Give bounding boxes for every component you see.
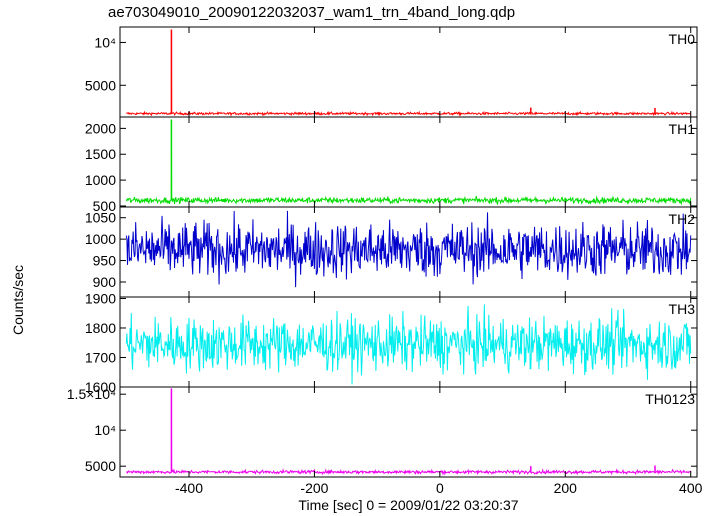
ytick-label-th2-2: 1000	[85, 231, 116, 247]
xtick-label-4: 400	[679, 480, 703, 496]
chart-title: ae703049010_20090122032037_wam1_trn_4ban…	[108, 4, 516, 21]
series-line-th2	[125, 210, 692, 288]
ytick-label-th2-3: 1050	[85, 210, 116, 226]
ytick-label-th3-2: 1800	[85, 320, 116, 336]
ytick-label-th2-1: 950	[93, 253, 117, 269]
panel-label-th1: TH1	[669, 121, 696, 137]
ytick-label-th2-0: 900	[93, 274, 117, 290]
ytick-label-th3-1: 1700	[85, 349, 116, 365]
xtick-label-0: -400	[175, 480, 203, 496]
panel-label-th3: TH3	[669, 301, 696, 317]
ytick-label-th1-2: 1500	[85, 146, 116, 162]
ytick-label-th1-0: 500	[93, 198, 117, 214]
ytick-label-th0-0: 5000	[85, 77, 116, 93]
xtick-label-3: 200	[554, 480, 578, 496]
series-line-th1	[125, 119, 692, 206]
panel-frame-th0123	[119, 386, 698, 478]
panel-label-th2: TH2	[669, 211, 696, 227]
ytick-label-th0123-2: 1.5×10⁴	[67, 386, 116, 402]
ytick-label-th0123-0: 5000	[85, 458, 116, 474]
panel-label-th0123: TH0123	[645, 391, 695, 407]
xtick-label-2: 0	[436, 480, 444, 496]
ytick-label-th1-1: 1000	[85, 172, 116, 188]
x-axis-label: Time [sec] 0 = 2009/01/22 03:20:37	[298, 497, 519, 513]
ytick-label-th3-3: 1900	[85, 290, 116, 306]
series-line-th0	[126, 29, 692, 117]
ytick-label-th1-3: 2000	[85, 120, 116, 136]
panel-label-th0: TH0	[669, 31, 696, 47]
panel-frame-th1	[119, 116, 698, 208]
ytick-label-th3-0: 1600	[85, 379, 116, 395]
series-line-th0123	[125, 388, 692, 476]
series-line-th3	[125, 304, 692, 385]
panel-frame-th0	[119, 26, 698, 118]
xtick-label-1: -200	[300, 480, 328, 496]
ytick-label-th0123-1: 10⁴	[94, 422, 116, 438]
ytick-label-th0-1: 10⁴	[94, 34, 116, 50]
